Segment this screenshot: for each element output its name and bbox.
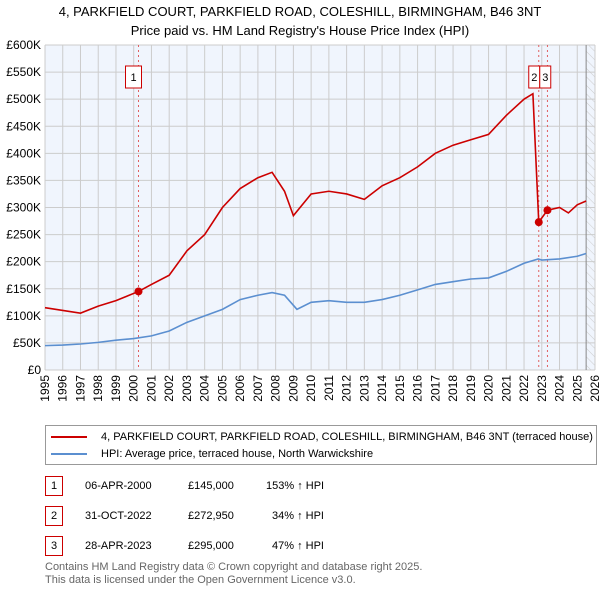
x-tick-label: 2014	[375, 375, 389, 402]
legend-red-line	[51, 436, 87, 438]
y-tick-label: £200K	[6, 255, 41, 269]
x-tick-label: 1998	[91, 375, 105, 402]
sale-row-badge: 3	[45, 536, 63, 556]
y-tick-label: £50K	[13, 336, 41, 350]
sale-row-badge: 1	[45, 476, 63, 496]
sale-hpi: 47% ↑ HPI	[272, 540, 324, 552]
x-tick-label: 2020	[482, 375, 496, 402]
legend-property: 4, PARKFIELD COURT, PARKFIELD ROAD, COLE…	[101, 431, 593, 443]
legend-hpi: HPI: Average price, terraced house, Nort…	[101, 448, 374, 460]
x-tick-label: 2003	[180, 375, 194, 402]
sale-row: 3 28-APR-2023 £295,000 47% ↑ HPI	[45, 536, 545, 556]
x-tick-label: 2024	[553, 375, 567, 402]
x-tick-label: 2012	[340, 375, 354, 402]
sale-badge-label: 2	[531, 72, 537, 84]
footer-line: This data is licensed under the Open Gov…	[45, 574, 356, 586]
y-tick-label: £450K	[6, 119, 41, 133]
x-tick-label: 2001	[144, 375, 158, 402]
sale-badge-label: 1	[130, 72, 136, 84]
sale-date: 28-APR-2023	[85, 540, 152, 552]
sale-badge	[539, 65, 552, 89]
x-tick-label: 2021	[499, 375, 513, 402]
sale-point	[534, 218, 543, 227]
x-tick-label: 2015	[393, 375, 407, 402]
sale-hpi: 153% ↑ HPI	[266, 480, 325, 492]
x-tick-label: 2013	[357, 375, 371, 402]
x-tick-label: 1999	[109, 375, 123, 402]
sale-row-badge: 2	[45, 506, 63, 526]
x-tick-label: 2016	[411, 375, 425, 402]
sale-price: £272,950	[188, 510, 234, 522]
x-tick-label: 2008	[269, 375, 283, 402]
sale-hpi: 34% ↑ HPI	[272, 510, 324, 522]
chart-subtitle: Price paid vs. HM Land Registry's House …	[130, 23, 470, 38]
x-tick-label: 2010	[304, 375, 318, 402]
x-tick-label: 2009	[286, 375, 300, 402]
y-tick-label: £350K	[6, 173, 41, 187]
sale-date: 31-OCT-2022	[85, 510, 152, 522]
y-tick-label: £500K	[6, 92, 41, 106]
x-tick-label: 2017	[428, 375, 442, 402]
x-tick-label: 2022	[517, 375, 531, 402]
price-chart: 1995 1996 1997 1998 1999 2000 2001 2002 2003 2004…	[6, 38, 600, 402]
y-tick-label: £550K	[6, 65, 41, 79]
y-tick-label: £600K	[6, 38, 41, 52]
x-tick-label: 2011	[322, 375, 336, 401]
x-tick-label: 2026	[588, 375, 600, 402]
legend-blue-line	[51, 453, 87, 455]
price-line	[44, 92, 587, 314]
y-tick-label: £100K	[6, 309, 41, 323]
y-tick-label: £400K	[6, 146, 41, 160]
footer-line: Contains HM Land Registry data © Crown c…	[45, 561, 423, 573]
sale-point	[543, 206, 552, 215]
x-tick-label: 2007	[251, 375, 265, 402]
y-tick-label: £300K	[6, 201, 41, 215]
x-tick-label: 2019	[464, 375, 478, 402]
x-tick-label: 2004	[198, 375, 212, 402]
sale-row: 2 31-OCT-2022 £272,950 34% ↑ HPI	[45, 506, 545, 526]
y-tick-label: £250K	[6, 228, 41, 242]
y-tick-label: £150K	[6, 282, 41, 296]
x-tick-label: 2023	[535, 375, 549, 402]
x-tick-label: 2006	[233, 375, 247, 402]
x-tick-label: 2000	[127, 375, 141, 402]
x-tick-label: 2005	[215, 375, 229, 402]
sale-badge	[125, 65, 142, 89]
sale-point	[134, 287, 143, 296]
x-tick-label: 2002	[162, 375, 176, 402]
legend: 4, PARKFIELD COURT, PARKFIELD ROAD, COLE…	[45, 425, 597, 465]
sale-price: £295,000	[188, 540, 234, 552]
footer: Contains HM Land Registry data © Crown c…	[45, 561, 422, 587]
sale-date: 06-APR-2000	[85, 480, 152, 492]
hpi-line	[44, 252, 587, 347]
sale-badge-label: 3	[542, 72, 548, 84]
y-tick-label: £0	[28, 363, 42, 377]
sale-row: 1 06-APR-2000 £145,000 153% ↑ HPI	[45, 476, 545, 496]
x-tick-label: 2018	[446, 375, 460, 402]
x-tick-label: 1996	[56, 375, 70, 402]
sale-price: £145,000	[188, 480, 234, 492]
x-tick-label: 1995	[38, 375, 52, 402]
x-tick-label: 1997	[73, 375, 87, 402]
x-tick-label: 2025	[570, 375, 584, 402]
chart-title: 4, PARKFIELD COURT, PARKFIELD ROAD, COLE…	[0, 2, 600, 40]
chart-title-text: 4, PARKFIELD COURT, PARKFIELD ROAD, COLE…	[58, 4, 542, 19]
